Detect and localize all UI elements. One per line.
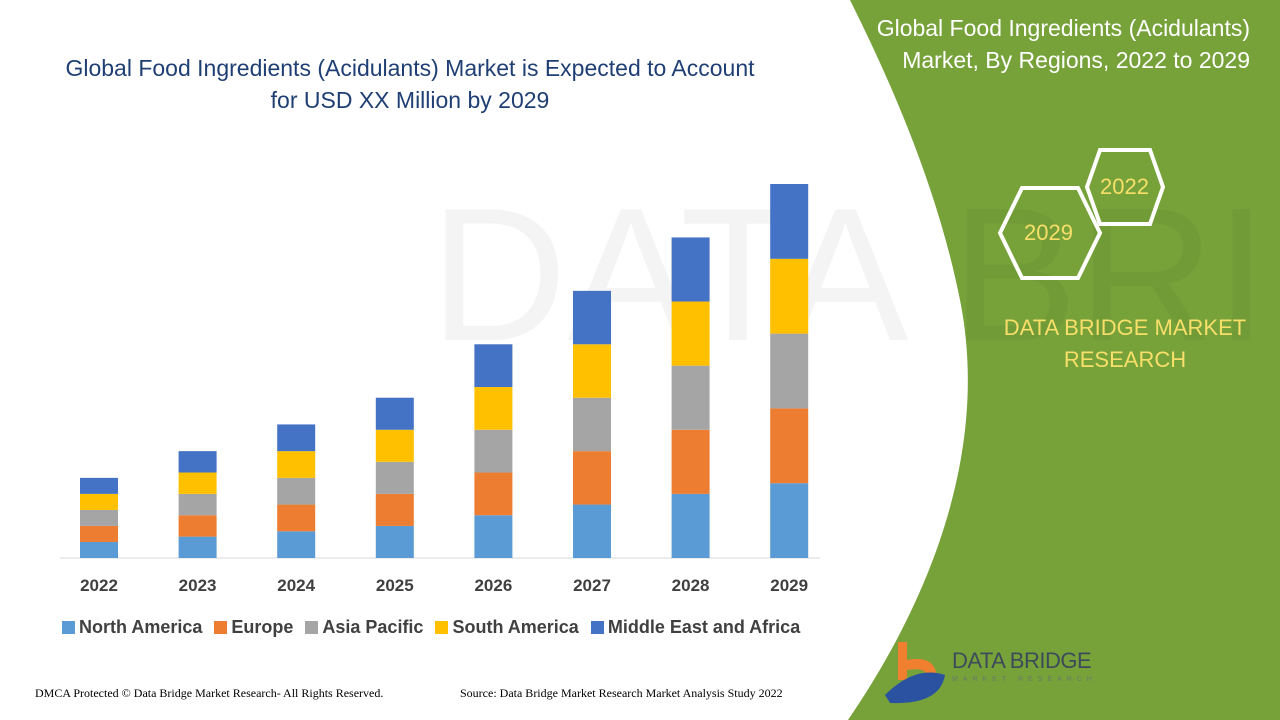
brand-text: DATA BRIDGE MARKET RESEARCH <box>1003 315 1247 372</box>
bars <box>80 184 809 558</box>
footer-source: Source: Data Bridge Market Research Mark… <box>460 686 783 700</box>
bar-2027-north-america <box>573 504 611 558</box>
bar-2024-europe <box>277 504 316 532</box>
bar-2023-europe <box>178 515 217 537</box>
bar-2023-middle-east-and-africa <box>178 451 217 473</box>
bar-2027-middle-east-and-africa <box>573 290 611 345</box>
x-tick-2028: 2028 <box>671 576 710 595</box>
green-side-panel <box>848 0 1280 720</box>
x-tick-2022: 2022 <box>80 576 118 595</box>
legend-item: North America <box>62 617 202 638</box>
bar-2027-asia-pacific <box>573 397 611 452</box>
bar-2023-asia-pacific <box>178 493 217 516</box>
bar-2022-north-america <box>80 541 118 558</box>
x-tick-2027: 2027 <box>573 576 611 595</box>
legend-swatch <box>62 621 75 634</box>
bar-2023-north-america <box>178 536 217 558</box>
hexagon-2029 <box>997 186 1103 280</box>
logo-subtext: MARKET RESEARCH <box>952 676 1097 683</box>
legend-label: South America <box>452 617 579 637</box>
bar-2022-europe <box>80 525 118 542</box>
legend-label: Middle East and Africa <box>607 617 801 637</box>
logo-text: DATA BRIDGE <box>952 648 1092 673</box>
legend-swatch <box>214 621 228 634</box>
bar-2028-middle-east-and-africa <box>671 237 710 302</box>
bar-2026-middle-east-and-africa <box>474 344 513 388</box>
x-tick-2023: 2023 <box>178 576 217 595</box>
bar-2022-middle-east-and-africa <box>80 477 118 494</box>
x-tick-2029: 2029 <box>770 576 809 595</box>
bar-2028-asia-pacific <box>671 365 710 430</box>
legend-label: Asia Pacific <box>322 617 424 637</box>
bar-2025-south-america <box>375 429 414 462</box>
x-tick-2026: 2026 <box>474 576 513 595</box>
legend-swatch <box>435 621 449 634</box>
x-tick-2025: 2025 <box>375 576 414 595</box>
side-panel-title: Global Food Ingredients (Acidulants) Mar… <box>876 15 1250 73</box>
bar-2024-north-america <box>277 531 316 558</box>
legend: North America Europe Asia Pacific South Ame… <box>62 617 800 638</box>
hex-label-2029: 2029 <box>1024 220 1073 245</box>
bar-2028-south-america <box>671 301 710 366</box>
bar-2022-asia-pacific <box>80 509 118 526</box>
legend-item: South America <box>435 617 579 638</box>
bar-2029-south-america <box>770 258 809 334</box>
legend-item: Asia Pacific <box>305 617 423 638</box>
bar-2028-north-america <box>671 493 710 558</box>
legend-label: North America <box>79 617 203 637</box>
bar-2026-south-america <box>474 387 513 430</box>
bar-2029-middle-east-and-africa <box>770 184 809 259</box>
hexagon-2022 <box>1084 148 1166 226</box>
bar-2026-asia-pacific <box>474 429 513 473</box>
bar-2023-south-america <box>178 472 217 494</box>
legend-item: Middle East and Africa <box>590 617 801 638</box>
bar-2029-asia-pacific <box>770 333 809 409</box>
hex-label-2022: 2022 <box>1100 174 1149 199</box>
bar-2024-south-america <box>277 451 316 478</box>
bar-2028-europe <box>671 429 710 494</box>
bar-2024-asia-pacific <box>277 477 316 505</box>
legend-swatch <box>590 621 604 634</box>
footer-copyright: DMCA Protected © Data Bridge Market Rese… <box>35 686 384 700</box>
bar-2025-middle-east-and-africa <box>375 397 414 430</box>
bar-2025-north-america <box>375 525 414 558</box>
bar-2027-south-america <box>573 344 611 398</box>
bar-2029-north-america <box>770 483 809 558</box>
legend-item: Europe <box>214 617 293 638</box>
bar-2026-north-america <box>474 515 513 558</box>
chart-title: Global Food Ingredients (Acidulants) Mar… <box>65 55 755 113</box>
bar-2022-south-america <box>80 493 118 510</box>
x-tick-2024: 2024 <box>277 576 316 595</box>
bar-2029-europe <box>770 408 809 484</box>
legend-label: Europe <box>231 617 294 637</box>
bar-2025-europe <box>375 493 414 526</box>
watermark: DATA BRIDGE <box>430 169 1280 381</box>
bar-2025-asia-pacific <box>375 461 414 494</box>
logo-icon <box>885 642 945 704</box>
bar-2024-middle-east-and-africa <box>277 424 316 452</box>
legend-swatch <box>305 621 319 634</box>
bar-2026-europe <box>474 472 513 516</box>
bar-2027-europe <box>573 451 611 505</box>
